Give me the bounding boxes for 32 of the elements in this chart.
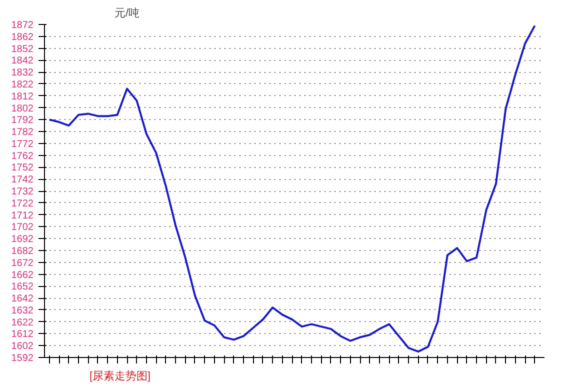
y-tick-label: 1652 (11, 282, 34, 293)
y-tick-label: 1772 (11, 138, 34, 150)
y-tick-label: 1672 (11, 258, 34, 269)
y-tick-label: 1692 (11, 234, 34, 246)
y-tick-label: 1792 (11, 115, 34, 126)
y-tick-label: 1592 (11, 353, 34, 364)
y-tick-label: 1732 (11, 186, 34, 198)
text: [尿素走势图] (90, 370, 151, 382)
y-tick-label: 1702 (11, 222, 34, 234)
y-tick-label: 1822 (11, 79, 34, 90)
y-tick-label: 1612 (11, 329, 34, 340)
y-tick-label: 1602 (11, 341, 34, 352)
y-tick-label: 1862 (11, 32, 34, 43)
y-tick-label: 1842 (11, 56, 34, 67)
y-tick-label: 1782 (11, 127, 34, 138)
y-tick-label: 1752 (11, 162, 34, 174)
y-tick-label: 1682 (11, 246, 34, 257)
y-tick-label: 1662 (11, 270, 34, 281)
y-tick-label: 1812 (11, 91, 34, 102)
y-tick-label: 1762 (11, 150, 34, 162)
y-tick-label: 1722 (11, 198, 34, 210)
y-tick-label: 1632 (11, 305, 34, 316)
y-axis-title: 元/吨 (114, 6, 140, 20)
y-tick-label: 1712 (11, 210, 34, 222)
y-tick-label: 1642 (11, 294, 34, 305)
y-tick-label: 1742 (11, 174, 34, 186)
y-tick-label: 1802 (11, 103, 34, 114)
y-tick-label: 1852 (11, 44, 34, 55)
y-tick-label: 1622 (11, 317, 34, 328)
line-series (48, 24, 536, 353)
y-tick-label: 1872 (11, 20, 34, 31)
y-tick-label: 1832 (11, 68, 34, 79)
